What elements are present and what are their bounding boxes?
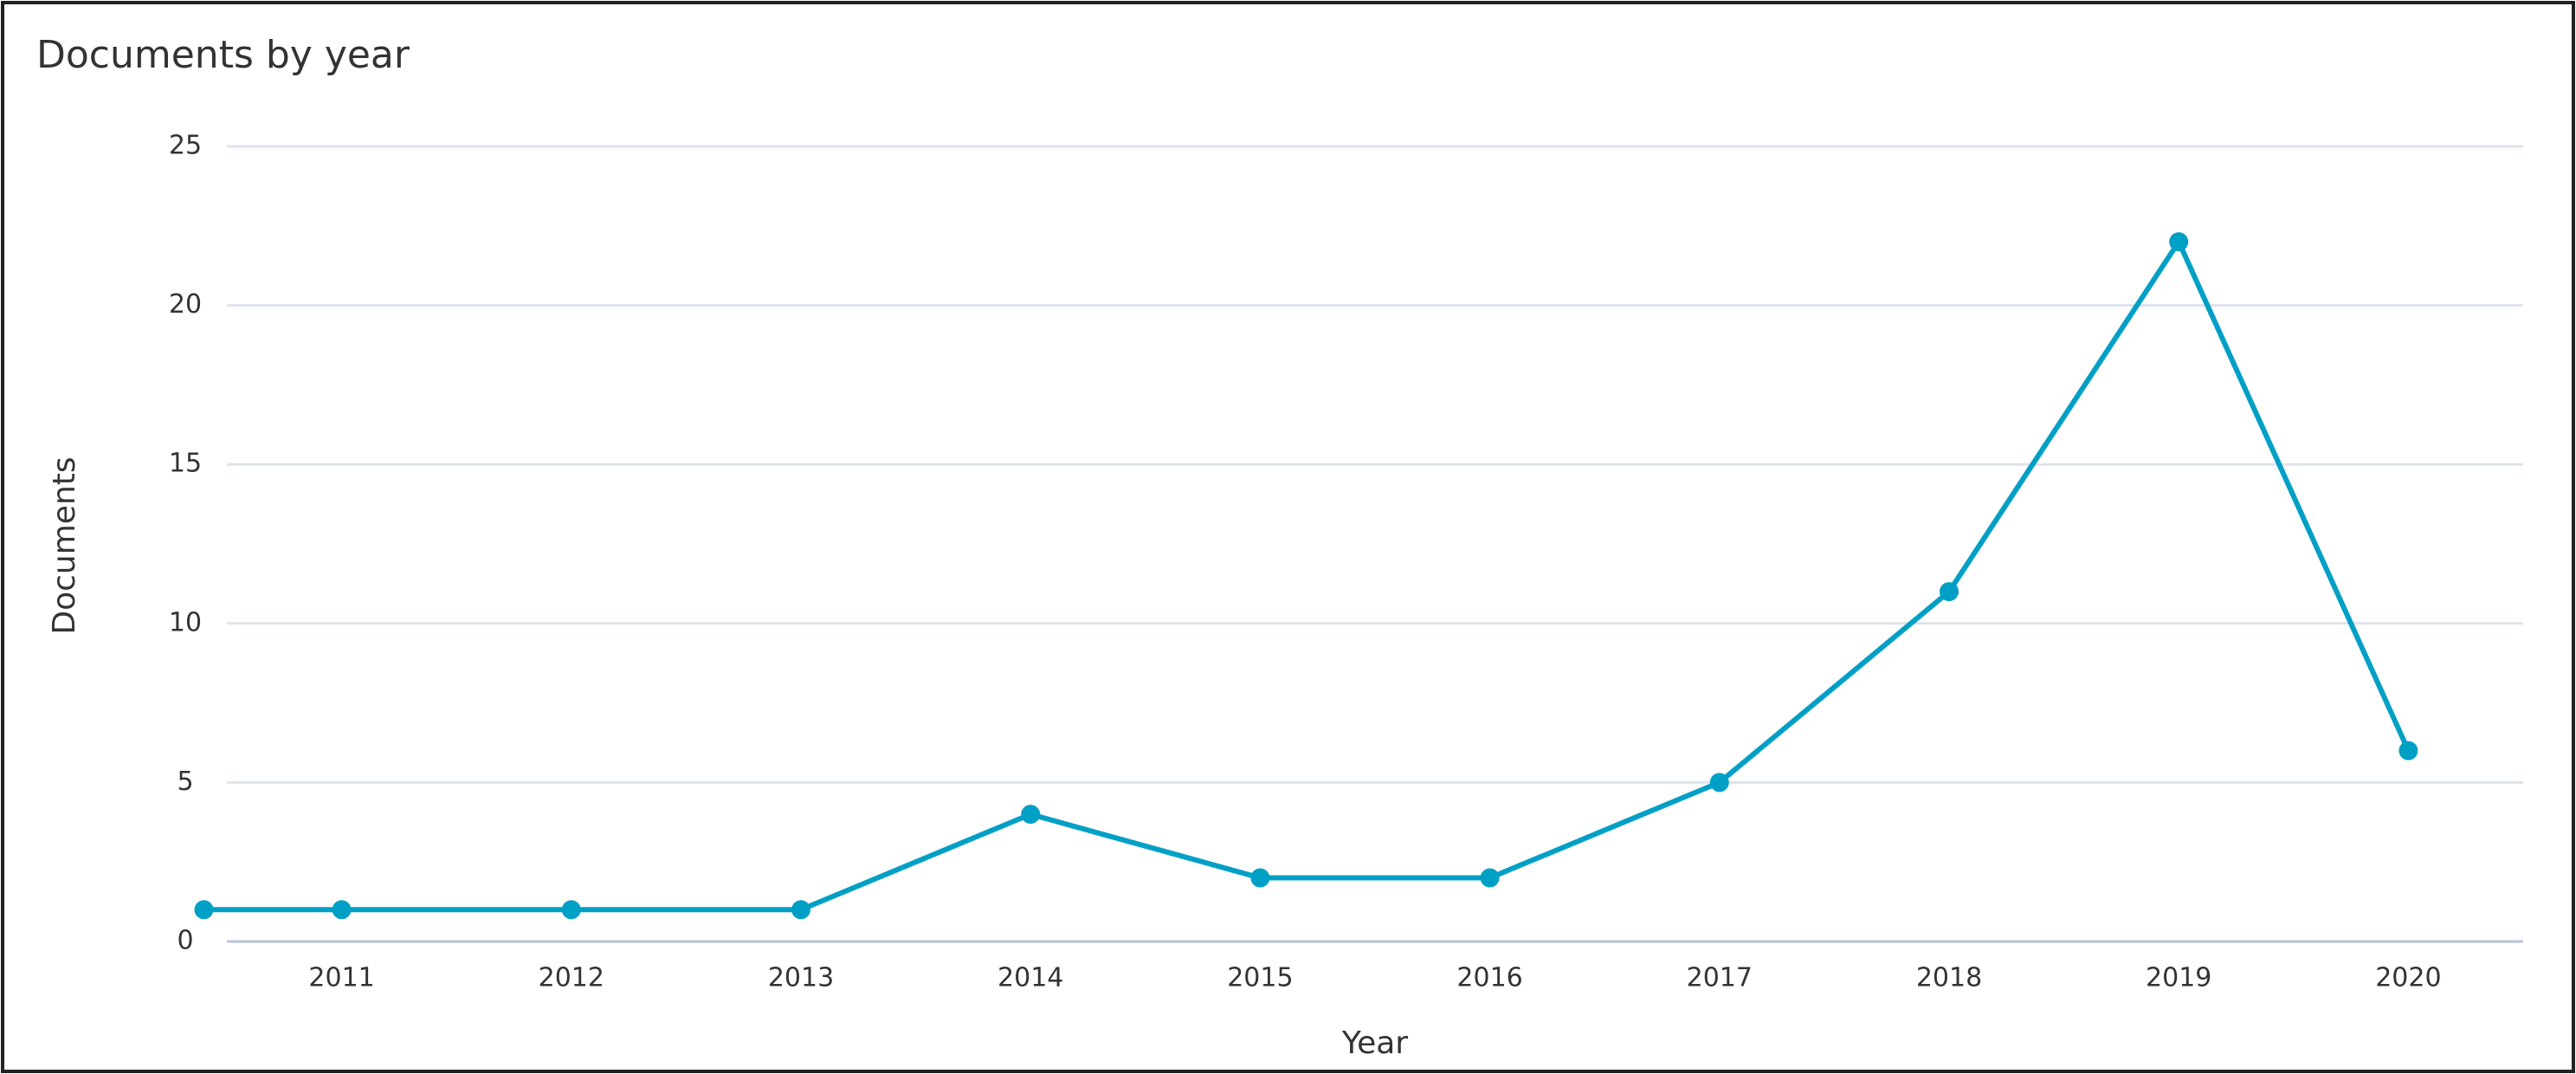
point [1940,582,1959,602]
x-tick-label: 2015 [1227,963,1293,993]
x-tick-label: 2013 [768,963,834,993]
y-tick-label: 5 [177,767,193,797]
y-tick-label: 0 [177,926,193,956]
x-tick-label: 2020 [2375,963,2441,993]
y-tick-label: 15 [169,449,202,479]
x-tick-label: 2011 [308,963,374,993]
point [561,900,581,920]
y-tick-label: 10 [169,607,202,637]
x-tick-label: 2016 [1456,963,1522,993]
point [2169,232,2189,252]
x-tick-label: 2018 [1916,963,1982,993]
point [2398,741,2418,760]
point [332,900,352,920]
point [1250,868,1270,888]
x-tick-label: 2014 [997,963,1063,993]
point [1709,773,1729,793]
point [791,900,810,920]
y-tick-label: 20 [169,289,202,320]
y-axis-label: Documents [47,456,82,634]
point [1021,805,1041,825]
point [194,900,214,920]
point [1480,868,1500,888]
x-tick-label: 2012 [539,963,604,993]
x-axis-label: Year [1341,1025,1408,1061]
chart-title: Documents by year [36,33,410,77]
x-tick-label: 2019 [2146,963,2211,993]
x-tick-label: 2017 [1687,963,1753,993]
y-tick-label: 25 [169,131,202,161]
